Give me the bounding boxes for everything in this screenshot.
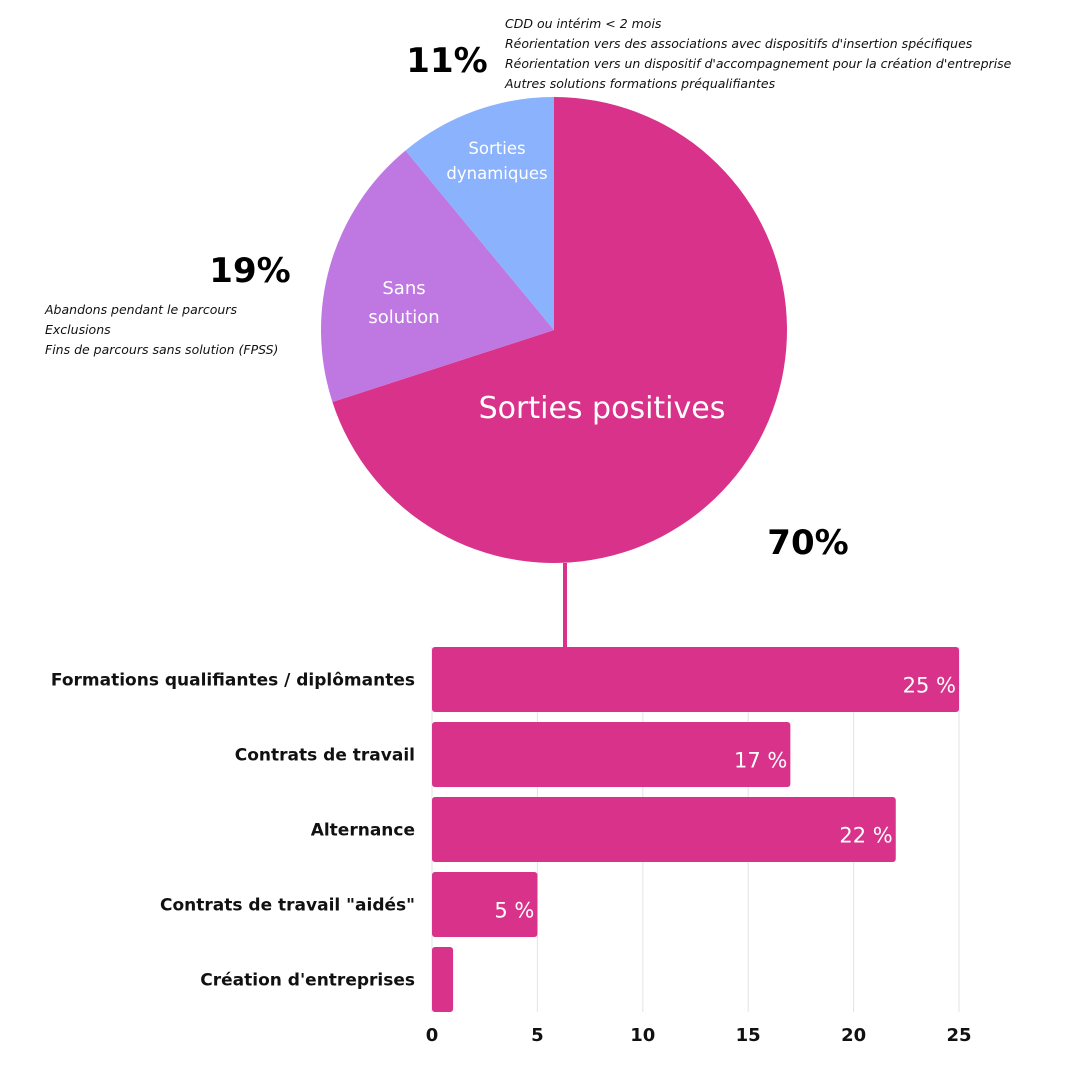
category-label: Création d'entreprises bbox=[200, 971, 415, 991]
percent-dynamiques: 11% bbox=[406, 41, 487, 81]
x-tick-label: 20 bbox=[841, 1025, 866, 1046]
category-label: Alternance bbox=[311, 821, 415, 841]
slice-label-dynamiques: Sorties bbox=[468, 139, 525, 158]
category-label: Formations qualifiantes / diplômantes bbox=[51, 671, 415, 691]
note-sans: Abandons pendant le parcours bbox=[44, 302, 237, 317]
bar bbox=[432, 797, 896, 862]
bar bbox=[432, 947, 454, 1012]
note-sans: Exclusions bbox=[45, 322, 111, 337]
pie-slice-sans bbox=[321, 150, 554, 403]
bar bbox=[432, 647, 959, 712]
pie-chart: Sorties positives 70% Sans solution 19% Aband… bbox=[44, 16, 1012, 648]
bar-chart: Formations qualifiantes / diplômantes 25 … bbox=[51, 647, 972, 1046]
bar-value-label: 25 % bbox=[903, 674, 956, 698]
x-tick-label: 25 bbox=[946, 1025, 971, 1046]
note-dynamiques: CDD ou intérim < 2 mois bbox=[505, 16, 662, 31]
x-tick-label: 5 bbox=[531, 1025, 544, 1046]
category-label: Contrats de travail bbox=[235, 746, 415, 766]
x-tick-label: 10 bbox=[630, 1025, 655, 1046]
slice-label-positive: Sorties positives bbox=[479, 391, 726, 426]
pie-slice-positive bbox=[332, 97, 788, 563]
note-sans: Fins de parcours sans solution (FPSS) bbox=[45, 342, 278, 357]
note-dynamiques: Autres solutions formations préqualifian… bbox=[504, 76, 776, 91]
bar-value-label: 22 % bbox=[839, 824, 892, 848]
bar-value-label: 5 % bbox=[494, 899, 534, 923]
note-dynamiques: Réorientation vers des associations avec… bbox=[505, 36, 973, 51]
bar bbox=[432, 722, 791, 787]
percent-sans: 19% bbox=[209, 251, 290, 291]
bar bbox=[432, 872, 538, 937]
x-tick-label: 0 bbox=[426, 1025, 439, 1046]
note-dynamiques: Réorientation vers un dispositif d'accom… bbox=[505, 56, 1012, 71]
pie-slice-dynamiques bbox=[405, 97, 554, 330]
category-label: Contrats de travail "aidés" bbox=[160, 896, 415, 916]
slice-label-sans: solution bbox=[368, 307, 439, 328]
slice-label-sans: Sans bbox=[382, 278, 425, 299]
slice-label-dynamiques: dynamiques bbox=[446, 164, 547, 183]
bar-value-label: 17 % bbox=[734, 749, 787, 773]
percent-positive: 70% bbox=[767, 523, 848, 563]
x-tick-label: 15 bbox=[736, 1025, 761, 1046]
